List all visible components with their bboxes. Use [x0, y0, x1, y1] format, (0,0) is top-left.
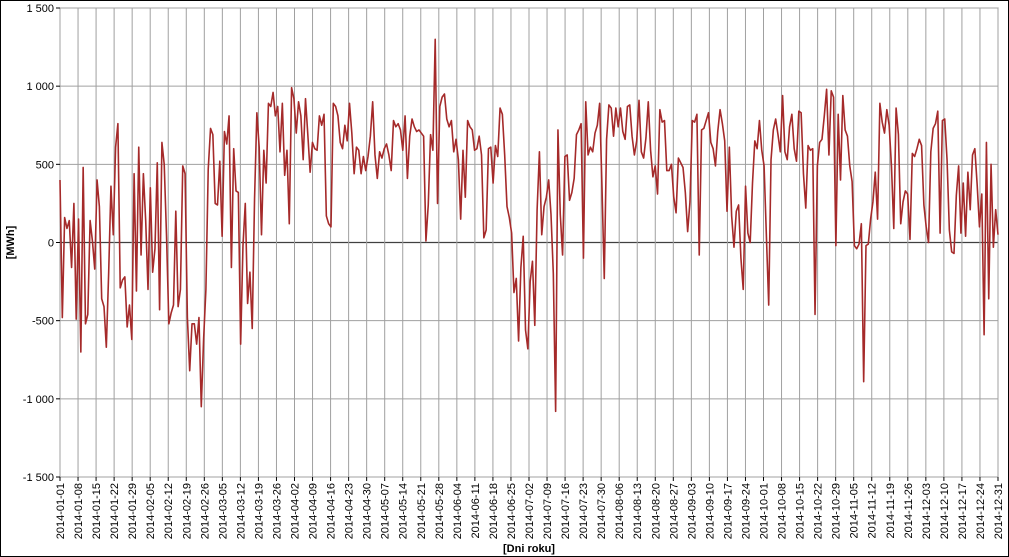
y-tick-label: -1 500 — [23, 472, 54, 484]
x-tick-label: 2014-07-09 — [542, 483, 554, 539]
x-tick-label: 2014-01-29 — [127, 483, 139, 539]
x-tick-label: 2014-11-12 — [867, 483, 879, 538]
x-tick-label: 2014-05-28 — [434, 483, 446, 539]
y-tick-label: 1 500 — [26, 3, 54, 15]
x-tick-label: 2014-01-08 — [73, 483, 85, 539]
x-tick-label: 2014-09-03 — [686, 483, 698, 539]
y-tick-label: -500 — [32, 316, 54, 328]
x-tick-label: 2014-01-15 — [91, 483, 103, 539]
x-tick-label: 2014-11-19 — [885, 483, 897, 538]
x-tick-label: 2014-11-26 — [903, 483, 915, 538]
x-tick-label: 2014-02-05 — [145, 483, 157, 539]
x-tick-label: 2014-12-10 — [939, 483, 951, 539]
x-tick-label: 2014-04-23 — [344, 483, 356, 539]
x-tick-label: 2014-10-01 — [759, 483, 771, 539]
x-tick-label: 2014-12-31 — [993, 483, 1005, 539]
x-tick-label: 2014-12-17 — [957, 483, 969, 539]
y-tick-label: 500 — [36, 159, 54, 171]
x-axis-label: [Dni roku] — [503, 543, 555, 555]
x-tick-label: 2014-11-05 — [849, 483, 861, 538]
x-tick-label: 2014-05-14 — [398, 483, 410, 539]
x-tick-label: 2014-04-30 — [362, 483, 374, 539]
x-tick-label: 2014-04-09 — [308, 483, 320, 539]
x-tick-label: 2014-03-26 — [271, 483, 283, 539]
x-tick-label: 2014-06-11 — [470, 483, 482, 538]
x-tick-label: 2014-05-07 — [380, 483, 392, 539]
x-tick-label: 2014-01-01 — [55, 483, 67, 539]
x-tick-label: 2014-03-12 — [235, 483, 247, 539]
x-tick-label: 2014-04-02 — [290, 483, 302, 539]
x-tick-label: 2014-07-30 — [596, 483, 608, 539]
x-tick-label: 2014-10-08 — [777, 483, 789, 539]
x-tick-label: 2014-07-02 — [524, 483, 536, 539]
x-tick-label: 2014-01-22 — [109, 483, 121, 539]
x-tick-label: 2014-10-29 — [831, 483, 843, 539]
series-line — [59, 38, 999, 413]
x-tick-label: 2014-03-19 — [253, 483, 265, 539]
x-tick-label: 2014-02-12 — [163, 483, 175, 539]
x-tick-label: 2014-08-20 — [650, 483, 662, 539]
x-tick-label: 2014-08-06 — [614, 483, 626, 539]
x-axis-ticks: 2014-01-01 2014-01-08 2014-01-15 2014-01-22… — [55, 477, 1005, 539]
x-tick-label: 2014-06-04 — [452, 483, 464, 539]
x-tick-label: 2014-06-25 — [506, 483, 518, 539]
x-tick-label: 2014-08-13 — [632, 483, 644, 539]
y-tick-label: 0 — [48, 238, 54, 250]
x-tick-label: 2014-08-27 — [668, 483, 680, 539]
y-tick-label: -1 000 — [23, 394, 54, 406]
x-tick-label: 2014-04-16 — [326, 483, 338, 539]
x-tick-label: 2014-02-26 — [199, 483, 211, 539]
y-axis-label: [MWh] — [5, 225, 17, 259]
x-tick-label: 2014-12-03 — [921, 483, 933, 539]
x-tick-label: 2014-09-17 — [722, 483, 734, 539]
series-group — [59, 38, 999, 413]
x-tick-label: 2014-09-10 — [704, 483, 716, 539]
x-tick-label: 2014-05-21 — [416, 483, 428, 539]
y-tick-label: 1 000 — [26, 81, 54, 93]
x-tick-label: 2014-10-22 — [813, 483, 825, 539]
x-tick-label: 2014-10-15 — [795, 483, 807, 539]
x-tick-label: 2014-07-23 — [578, 483, 590, 539]
x-tick-label: 2014-07-16 — [560, 483, 572, 539]
x-tick-label: 2014-09-24 — [740, 483, 752, 539]
grid-lines — [59, 7, 999, 478]
x-tick-label: 2014-12-24 — [975, 483, 987, 539]
x-tick-label: 2014-06-18 — [488, 483, 500, 539]
x-tick-label: 2014-02-19 — [181, 483, 193, 539]
x-tick-label: 2014-03-05 — [217, 483, 229, 539]
y-axis-ticks: 1 500 1 000 500 0 -500 -1 000 -1 500 — [23, 3, 60, 484]
